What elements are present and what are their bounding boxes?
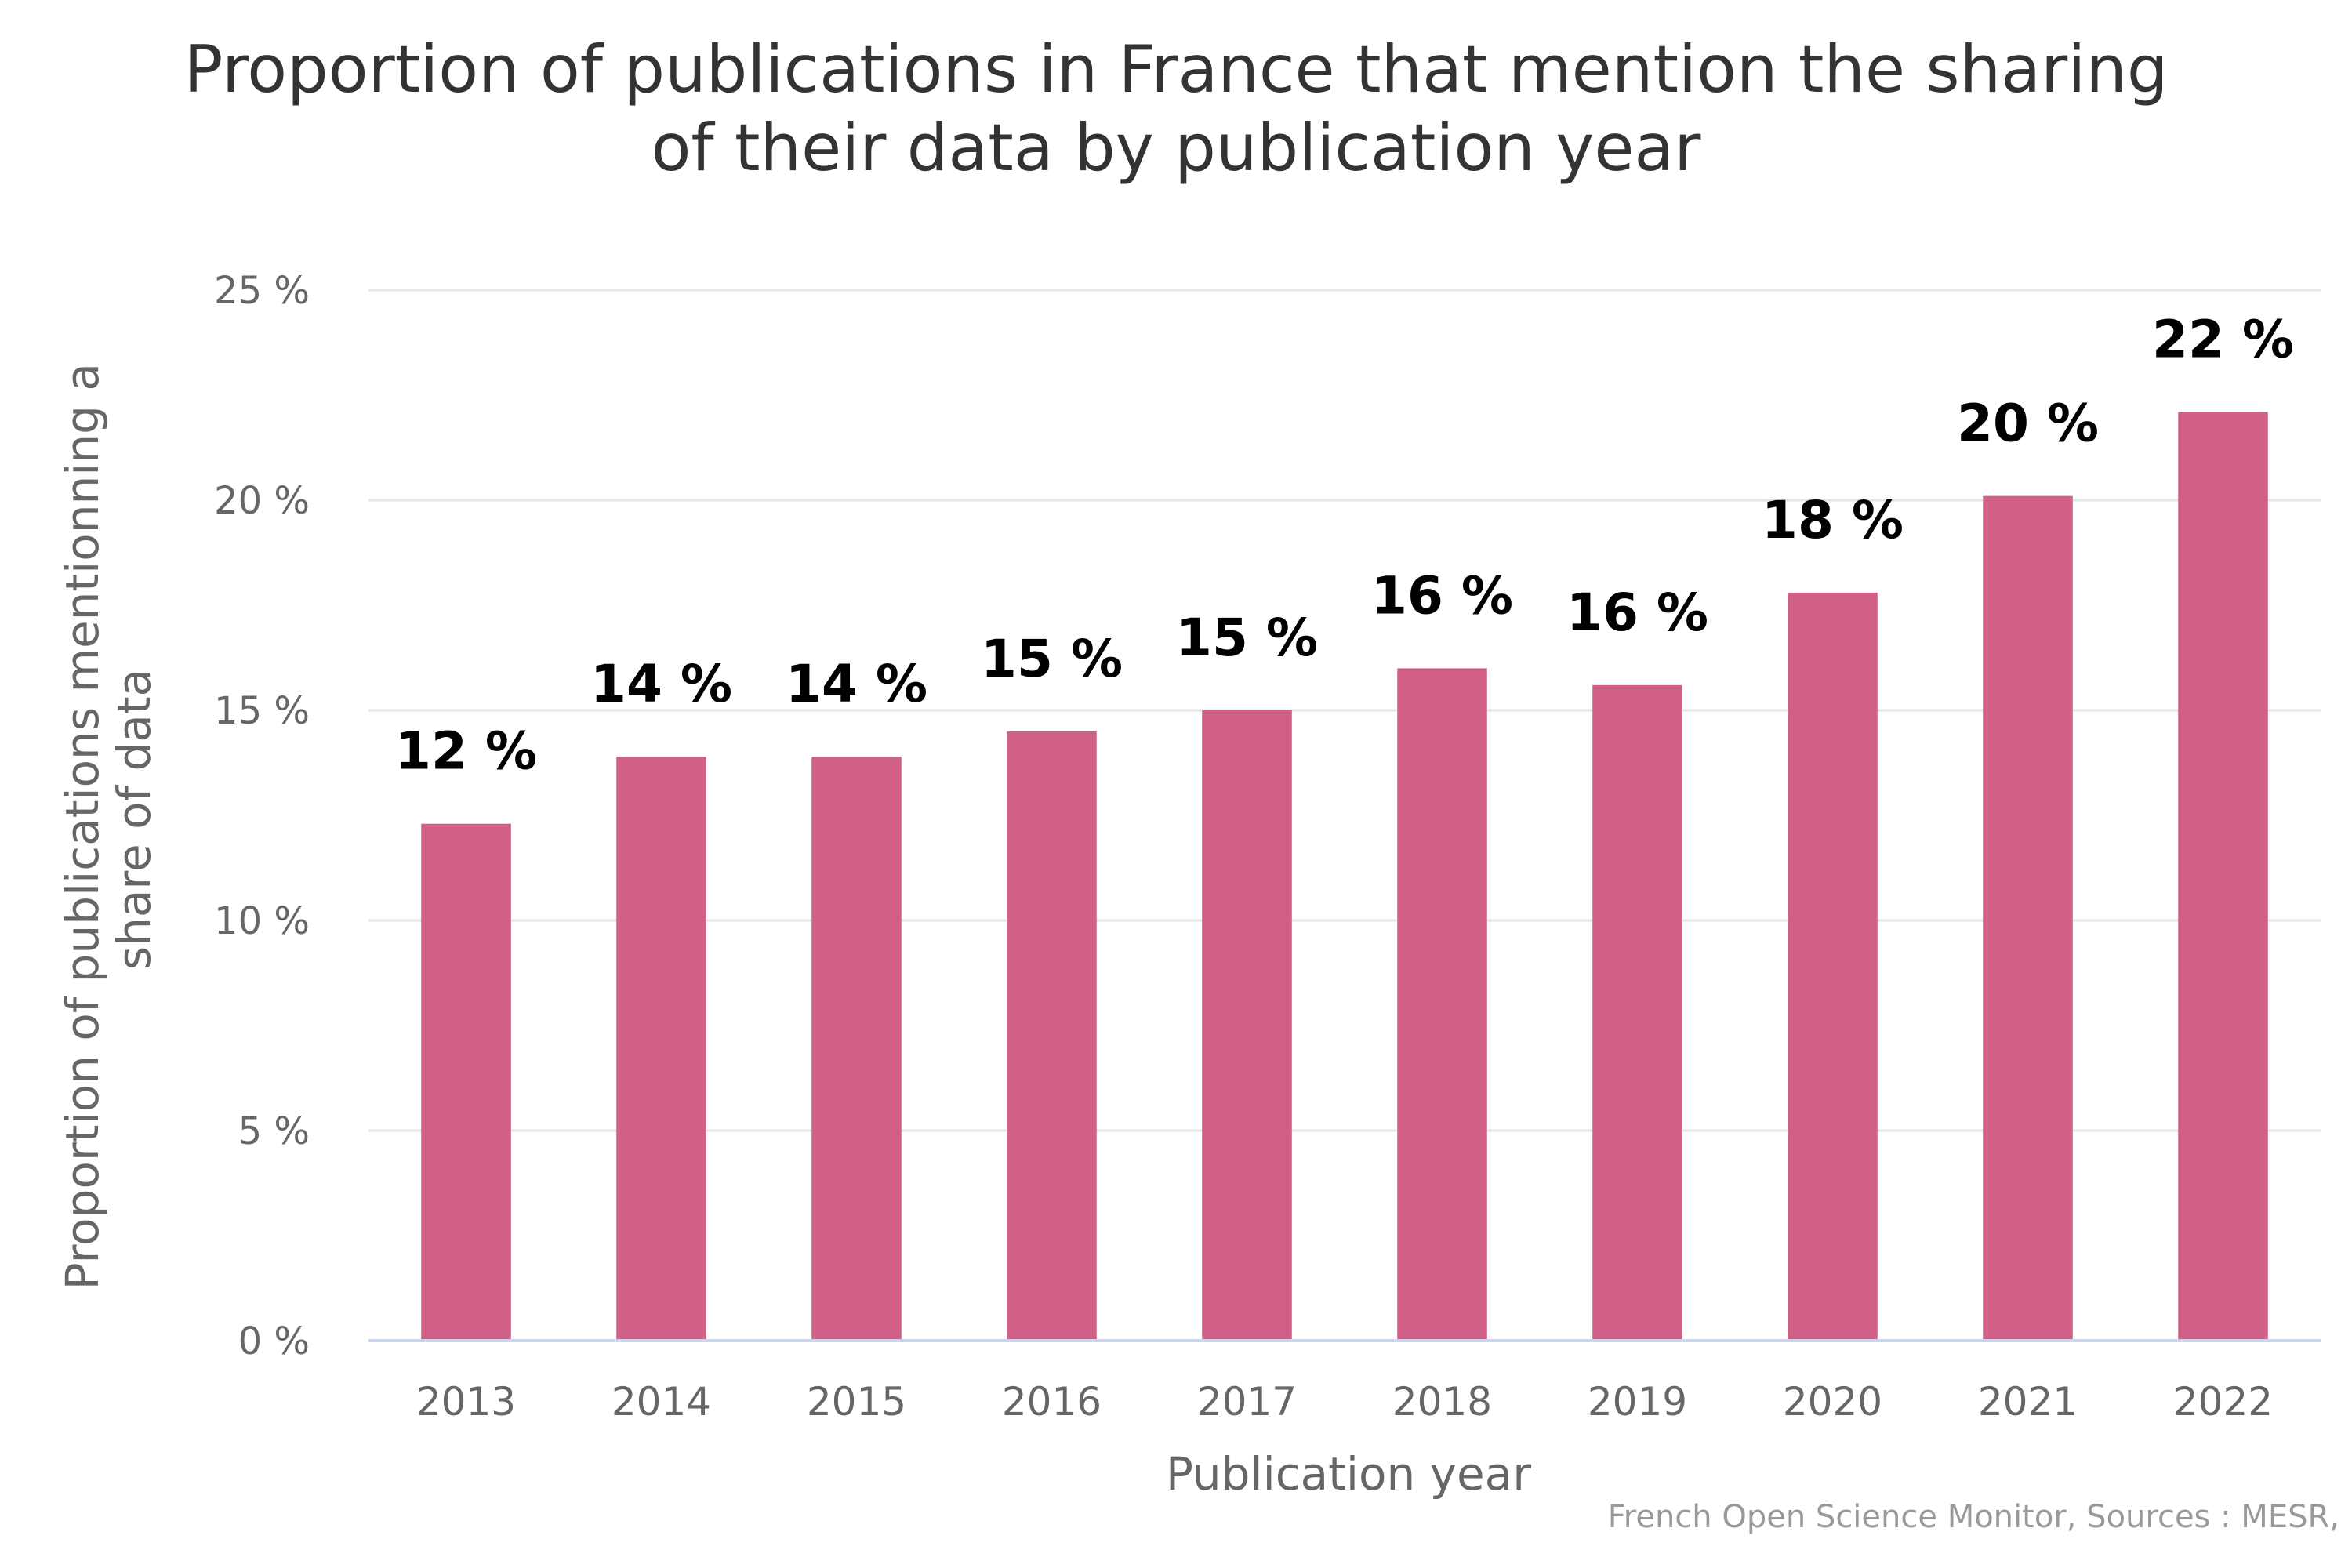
data-label: 18 % — [1762, 490, 1904, 550]
data-label: 15 % — [1176, 608, 1318, 668]
x-tick-label: 2016 — [1002, 1379, 1102, 1425]
bar-2018 — [1397, 668, 1487, 1341]
y-tick-label: 5 % — [238, 1109, 310, 1153]
y-tick-label: 10 % — [214, 899, 310, 943]
y-tick-label: 25 % — [214, 269, 310, 313]
data-label: 14 % — [590, 654, 732, 714]
data-label: 16 % — [1371, 565, 1513, 626]
data-label: 14 % — [786, 654, 927, 714]
bar-2019 — [1592, 684, 1682, 1341]
chart-title-line-1: Proportion of publications in France tha… — [183, 31, 2169, 107]
x-tick-label: 2018 — [1392, 1379, 1492, 1425]
bar-2014 — [616, 756, 706, 1341]
bar-2020 — [1788, 592, 1878, 1341]
data-label: 12 % — [395, 721, 537, 782]
chart-credits: French Open Science Monitor, Sources : M… — [1607, 1499, 2339, 1535]
x-tick-label: 2017 — [1197, 1379, 1297, 1425]
y-tick-label: 0 % — [238, 1319, 310, 1363]
x-tick-label: 2022 — [2173, 1379, 2273, 1425]
bar-2022 — [2178, 412, 2268, 1341]
data-label: 20 % — [1957, 394, 2099, 454]
y-axis-title: Proportion of publications mentionning a… — [56, 349, 161, 1290]
x-tick-label: 2020 — [1783, 1379, 1882, 1425]
bar-2021 — [1983, 495, 2073, 1341]
x-axis-ticks: 2013 2014 2015 2016 2017 2018 2019 2020 2021 2022 — [416, 1379, 2273, 1425]
bar-2017 — [1202, 710, 1292, 1341]
x-tick-label: 2013 — [416, 1379, 516, 1425]
chart-title-line-2: of their data by publication year — [651, 110, 1701, 186]
y-axis-title-line-2: share of data — [107, 669, 161, 970]
y-axis-title-line-1: Proportion of publications mentionning a — [56, 363, 109, 1290]
data-label: 15 % — [981, 629, 1123, 689]
data-label: 22 % — [2152, 309, 2294, 369]
bar-2015 — [811, 756, 902, 1341]
x-tick-label: 2019 — [1588, 1379, 1687, 1425]
x-tick-label: 2014 — [612, 1379, 711, 1425]
bars — [421, 412, 2268, 1341]
x-tick-label: 2015 — [807, 1379, 906, 1425]
y-tick-label: 15 % — [214, 689, 310, 733]
bar-2013 — [421, 823, 511, 1341]
data-labels: 12 % 14 % 14 % 15 % 15 % 16 % 16 % 18 % 20 % 22 % — [395, 309, 2294, 781]
x-axis-title: Publication year — [1166, 1447, 1531, 1501]
y-tick-label: 20 % — [214, 479, 310, 523]
bar-2016 — [1007, 731, 1097, 1341]
x-tick-label: 2021 — [1978, 1379, 2078, 1425]
data-label: 16 % — [1566, 583, 1708, 643]
y-axis-ticks: 0 % 5 % 10 % 15 % 20 % 25 % — [214, 269, 310, 1363]
